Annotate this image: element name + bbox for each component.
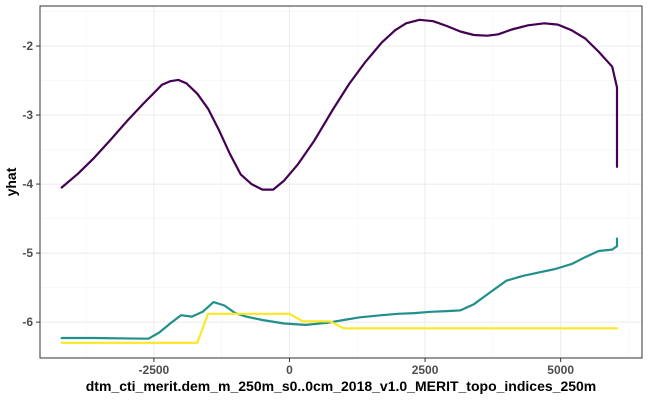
y-tick-label: -3: [22, 108, 33, 122]
y-tick-label: -6: [22, 315, 33, 329]
y-axis: -6 -5 -4 -3 -2: [22, 39, 40, 329]
grid: [40, 6, 642, 358]
x-tick-label: 5000: [547, 363, 574, 377]
plot-panel: [40, 6, 642, 358]
x-axis-title: dtm_cti_merit.dem_m_250m_s0..0cm_2018_v1…: [86, 378, 597, 394]
x-tick-label: 2500: [412, 363, 439, 377]
series-line-2: [60, 237, 619, 340]
series-line-1: [60, 18, 619, 191]
y-axis-title: yhat: [3, 167, 19, 196]
y-tick-label: -5: [22, 246, 33, 260]
x-tick-label: 0: [286, 363, 293, 377]
y-tick-label: -4: [22, 177, 33, 191]
series-lines: [60, 18, 619, 344]
series-line-3: [60, 312, 619, 344]
y-tick-label: -2: [22, 39, 33, 53]
plot-border: [39, 5, 643, 359]
x-axis: -2500 0 2500 5000: [139, 358, 574, 377]
x-tick-label: -2500: [139, 363, 170, 377]
